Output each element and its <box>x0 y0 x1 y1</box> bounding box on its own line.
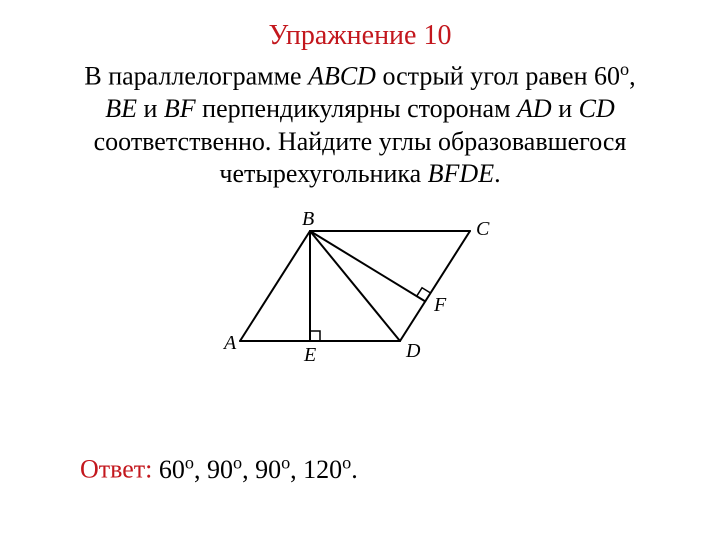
text: и <box>137 94 164 123</box>
var-bf: BF <box>164 94 196 123</box>
text: 60 <box>152 455 185 484</box>
svg-text:C: C <box>476 218 490 240</box>
degree-symbol: о <box>342 452 351 472</box>
degree-symbol: о <box>233 452 242 472</box>
text: соответственно. Найдите углы образовавше… <box>94 127 627 156</box>
text: . <box>351 455 358 484</box>
var-ad: AD <box>517 94 552 123</box>
svg-text:A: A <box>222 332 237 354</box>
parallelogram-diagram: A B C D E F <box>210 211 510 371</box>
text: четырехугольника <box>219 159 427 188</box>
var-cd: CD <box>579 94 615 123</box>
text: В параллелограмме <box>84 62 308 91</box>
figure-container: A B C D E F <box>0 211 720 371</box>
text: , <box>629 62 636 91</box>
degree-symbol: о <box>185 452 194 472</box>
var-bfde: BFDE <box>428 159 494 188</box>
answer-value: 60о, 90о, 90о, 120о. <box>152 455 357 484</box>
problem-text: В параллелограмме ABCD острый угол равен… <box>0 58 720 191</box>
text: и <box>552 94 579 123</box>
svg-text:D: D <box>405 340 421 362</box>
slide: Упражнение 10 В параллелограмме ABCD ост… <box>0 0 720 540</box>
var-abcd: ABCD <box>308 62 376 91</box>
var-be: BE <box>105 94 137 123</box>
text: , 90 <box>242 455 281 484</box>
exercise-title: Упражнение 10 <box>0 20 720 52</box>
text: , 90 <box>194 455 233 484</box>
svg-text:B: B <box>302 211 314 230</box>
text: острый угол равен 60 <box>376 62 620 91</box>
svg-text:E: E <box>303 344 316 366</box>
text: . <box>494 159 501 188</box>
degree-symbol: о <box>281 452 290 472</box>
text: перпендикулярны сторонам <box>196 94 517 123</box>
text: , 120 <box>290 455 342 484</box>
svg-text:F: F <box>433 294 447 316</box>
answer-line: Ответ: 60о, 90о, 90о, 120о. <box>80 452 358 485</box>
answer-label: Ответ: <box>80 455 152 484</box>
degree-symbol: о <box>620 59 629 79</box>
